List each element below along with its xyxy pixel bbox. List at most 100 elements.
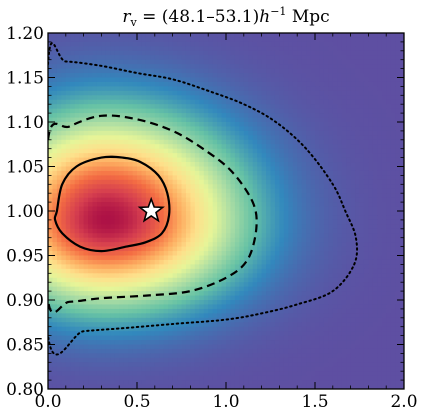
heatmap-cell: [292, 184, 298, 190]
heatmap-cell: [337, 246, 343, 252]
heatmap-cell: [372, 215, 378, 221]
heatmap-cell: [363, 264, 369, 270]
heatmap-cell: [234, 117, 240, 123]
heatmap-cell: [154, 37, 160, 43]
heatmap-cell: [185, 166, 191, 172]
heatmap-cell: [323, 202, 329, 208]
heatmap-cell: [279, 193, 285, 199]
heatmap-cell: [128, 304, 134, 310]
heatmap-cell: [65, 59, 71, 65]
heatmap-cell: [212, 251, 218, 257]
heatmap-cell: [377, 104, 383, 110]
heatmap-cell: [150, 228, 156, 234]
heatmap-cell: [279, 291, 285, 297]
heatmap-cell: [288, 193, 294, 199]
heatmap-cell: [110, 251, 116, 257]
heatmap-cell: [105, 59, 111, 65]
heatmap-cell: [306, 108, 312, 114]
heatmap-cell: [310, 117, 316, 123]
heatmap-cell: [234, 300, 240, 306]
heatmap-cell: [239, 73, 245, 79]
heatmap-cell: [150, 295, 156, 301]
heatmap-cell: [212, 246, 218, 252]
heatmap-cell: [297, 233, 303, 239]
heatmap-cell: [270, 237, 276, 243]
heatmap-cell: [83, 46, 89, 52]
heatmap-cell: [114, 130, 120, 136]
heatmap-cell: [390, 33, 396, 39]
heatmap-cell: [199, 215, 205, 221]
heatmap-cell: [288, 282, 294, 288]
heatmap-cell: [350, 55, 356, 61]
heatmap-cell: [257, 33, 263, 39]
heatmap-cell: [283, 237, 289, 243]
heatmap-cell: [239, 64, 245, 70]
heatmap-cell: [185, 259, 191, 265]
heatmap-cell: [315, 175, 321, 181]
heatmap-cell: [310, 233, 316, 239]
heatmap-cell: [386, 104, 392, 110]
heatmap-cell: [132, 41, 138, 47]
heatmap-cell: [74, 300, 80, 306]
heatmap-cell: [301, 277, 307, 283]
heatmap-cell: [239, 197, 245, 203]
heatmap-cell: [346, 50, 352, 56]
heatmap-cell: [212, 188, 218, 194]
heatmap-cell: [119, 179, 125, 185]
heatmap-cell: [390, 224, 396, 230]
heatmap-cell: [141, 193, 147, 199]
heatmap-cell: [257, 170, 263, 176]
heatmap-cell: [261, 282, 267, 288]
heatmap-cell: [363, 206, 369, 212]
heatmap-cell: [319, 148, 325, 154]
heatmap-cell: [159, 166, 165, 172]
heatmap-cell: [119, 126, 125, 132]
heatmap-cell: [328, 202, 334, 208]
heatmap-cell: [88, 59, 94, 65]
heatmap-cell: [74, 41, 80, 47]
heatmap-cell: [390, 157, 396, 163]
heatmap-cell: [261, 184, 267, 190]
heatmap-cell: [203, 300, 209, 306]
heatmap-cell: [48, 77, 54, 83]
heatmap-cell: [288, 264, 294, 270]
heatmap-cell: [114, 233, 120, 239]
heatmap-cell: [132, 46, 138, 52]
heatmap-cell: [234, 228, 240, 234]
heatmap-cell: [274, 264, 280, 270]
heatmap-cell: [150, 251, 156, 257]
heatmap-cell: [190, 286, 196, 292]
heatmap-cell: [61, 175, 67, 181]
heatmap-cell: [381, 255, 387, 261]
heatmap-cell: [114, 126, 120, 132]
heatmap-cell: [301, 59, 307, 65]
heatmap-cell: [328, 95, 334, 101]
heatmap-cell: [199, 139, 205, 145]
heatmap-cell: [65, 157, 71, 163]
heatmap-cell: [163, 255, 169, 261]
heatmap-cell: [88, 153, 94, 159]
heatmap-cell: [159, 277, 165, 283]
heatmap-cell: [48, 233, 54, 239]
heatmap-cell: [328, 273, 334, 279]
heatmap-cell: [274, 46, 280, 52]
heatmap-cell: [56, 104, 62, 110]
heatmap-cell: [181, 113, 187, 119]
heatmap-cell: [346, 37, 352, 43]
heatmap-cell: [386, 197, 392, 203]
heatmap-cell: [359, 157, 365, 163]
heatmap-cell: [119, 108, 125, 114]
heatmap-cell: [257, 264, 263, 270]
heatmap-cell: [65, 291, 71, 297]
heatmap-cell: [310, 37, 316, 43]
heatmap-cell: [323, 162, 329, 168]
heatmap-cell: [230, 135, 236, 141]
heatmap-cell: [301, 135, 307, 141]
heatmap-cell: [92, 215, 98, 221]
heatmap-cell: [190, 308, 196, 314]
heatmap-cell: [306, 219, 312, 225]
heatmap-cell: [257, 37, 263, 43]
heatmap-cell: [292, 99, 298, 105]
heatmap-cell: [359, 304, 365, 310]
heatmap-cell: [159, 117, 165, 123]
